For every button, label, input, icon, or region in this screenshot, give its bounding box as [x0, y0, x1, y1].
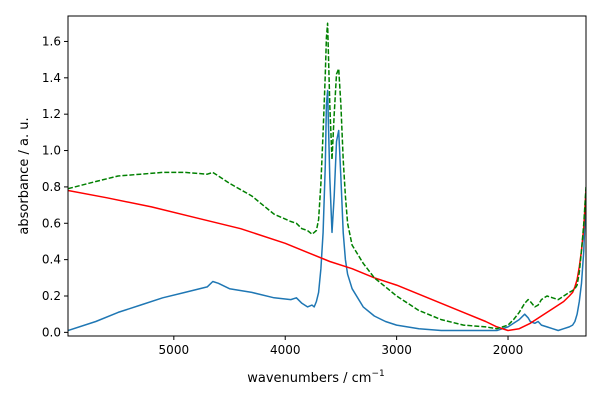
y-tick-label: 0.4 — [42, 253, 61, 267]
x-tick-label: 3000 — [381, 343, 412, 357]
y-tick-label: 0.8 — [42, 180, 61, 194]
y-tick-label: 1.6 — [42, 34, 61, 48]
y-tick-label: 1.4 — [42, 71, 61, 85]
y-axis-ticks: 0.0 0.2 0.4 0.6 0.8 1.0 1.2 1.4 1.6 — [42, 34, 68, 339]
x-tick-label: 5000 — [159, 343, 190, 357]
series-line-2 — [68, 189, 586, 332]
y-tick-label: 0.2 — [42, 289, 61, 303]
series-layer — [68, 22, 586, 332]
x-axis-label: wavenumbers / cm−1 — [247, 369, 385, 386]
x-tick-label: 2000 — [493, 343, 524, 357]
y-tick-label: 0.0 — [42, 325, 61, 339]
y-tick-label: 0.6 — [42, 216, 61, 230]
x-axis-label-text: wavenumbers / cm — [247, 371, 371, 386]
x-tick-label: 4000 — [270, 343, 301, 357]
x-axis-ticks: 5000 4000 3000 2000 — [159, 336, 524, 357]
series-line-3 — [68, 22, 586, 330]
y-tick-label: 1.0 — [42, 144, 61, 158]
series-line-1 — [68, 89, 586, 332]
x-axis-label-superscript: −1 — [371, 369, 384, 379]
plot-frame — [67, 15, 587, 337]
y-axis-label: absorbance / a. u. — [17, 117, 32, 234]
y-tick-label: 1.2 — [42, 107, 61, 121]
